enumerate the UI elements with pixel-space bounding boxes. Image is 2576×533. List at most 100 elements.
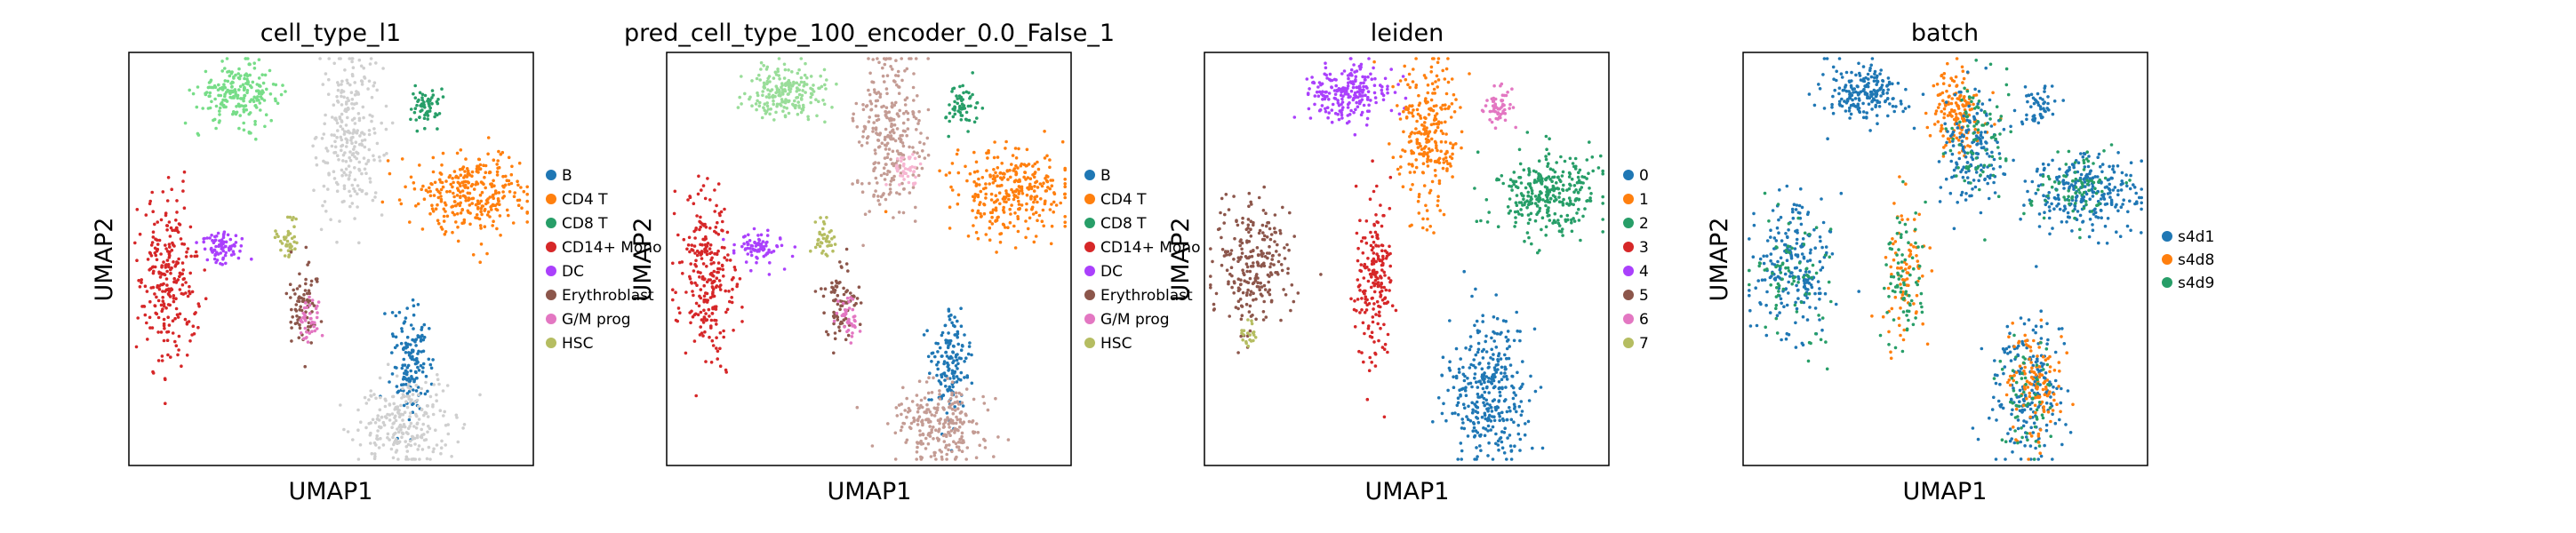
scatter-point <box>921 433 925 437</box>
scatter-point <box>525 220 529 224</box>
scatter-point <box>1324 66 1328 70</box>
scatter-point <box>1372 302 1376 306</box>
scatter-point <box>701 262 706 266</box>
scatter-point <box>1063 225 1067 228</box>
scatter-point <box>412 110 417 115</box>
scatter-point <box>424 374 428 378</box>
scatter-point <box>817 99 820 104</box>
scatter-point <box>432 194 436 197</box>
scatter-point <box>678 311 682 315</box>
scatter-point <box>495 163 499 166</box>
scatter-point <box>1357 349 1361 354</box>
scatter-point <box>1501 181 1505 186</box>
scatter-point <box>414 344 418 347</box>
scatter-point <box>1500 93 1505 97</box>
scatter-point <box>1510 188 1514 192</box>
scatter-point <box>248 73 252 77</box>
scatter-point <box>890 122 893 126</box>
scatter-point <box>1464 346 1468 350</box>
scatter-point <box>500 150 505 155</box>
scatter-point <box>1327 91 1332 95</box>
scatter-point <box>1375 184 1379 188</box>
scatter-point <box>397 310 402 314</box>
scatter-point <box>439 451 443 456</box>
scatter-point <box>713 305 716 309</box>
scatter-point <box>142 305 146 308</box>
scatter-point <box>400 431 404 435</box>
scatter-point <box>480 204 484 208</box>
scatter-point <box>290 339 293 343</box>
scatter-point <box>881 74 885 78</box>
legend-marker <box>546 170 556 180</box>
scatter-point <box>173 264 177 268</box>
scatter-point <box>775 86 780 91</box>
scatter-point <box>1230 285 1234 290</box>
scatter-point <box>775 104 779 108</box>
scatter-point <box>239 74 243 78</box>
scatter-point <box>1572 184 1577 187</box>
scatter-point <box>1371 235 1374 239</box>
scatter-point <box>208 94 212 98</box>
scatter-point <box>396 344 399 347</box>
scatter-point <box>1399 155 1403 159</box>
scatter-point <box>159 303 164 307</box>
scatter-point <box>1014 171 1019 175</box>
scatter-point <box>177 222 181 226</box>
scatter-point <box>885 135 890 139</box>
scatter-point <box>895 191 899 195</box>
scatter-point <box>1559 214 1564 219</box>
scatter-point <box>1236 289 1241 293</box>
scatter-point <box>405 449 410 453</box>
scatter-point <box>711 344 716 347</box>
scatter-point <box>164 402 167 406</box>
scatter-point <box>889 179 893 183</box>
scatter-point <box>1018 179 1021 183</box>
scatter-point <box>1384 257 1388 260</box>
scatter-point <box>484 171 488 174</box>
scatter-point <box>1010 203 1013 207</box>
scatter-point <box>1553 187 1557 191</box>
scatter-point <box>428 106 433 110</box>
scatter-point <box>1033 171 1037 174</box>
scatter-point <box>828 243 831 248</box>
scatter-point <box>341 90 346 93</box>
scatter-point <box>184 255 188 259</box>
scatter-point <box>1340 90 1343 94</box>
legend-item: Erythroblast <box>1084 287 1193 305</box>
scatter-point <box>164 277 169 281</box>
scatter-point <box>1518 330 1522 333</box>
scatter-point <box>428 426 432 431</box>
scatter-point <box>409 355 412 360</box>
scatter-point <box>984 186 988 190</box>
scatter-point <box>148 251 152 255</box>
scatter-point <box>861 107 866 112</box>
scatter-point <box>286 229 291 234</box>
scatter-point <box>242 128 246 132</box>
scatter-point <box>1503 118 1508 123</box>
scatter-point <box>873 148 877 152</box>
scatter-point <box>1433 114 1437 118</box>
scatter-point <box>176 315 180 319</box>
scatter-point <box>803 73 807 77</box>
scatter-point <box>1415 107 1420 112</box>
scatter-point <box>1353 70 1356 74</box>
scatter-point <box>1526 221 1531 226</box>
scatter-point <box>888 183 892 187</box>
scatter-point <box>747 243 750 246</box>
scatter-point <box>177 348 180 352</box>
scatter-point <box>345 100 348 104</box>
scatter-point <box>236 72 241 76</box>
scatter-point <box>1260 285 1264 289</box>
scatter-point <box>1063 166 1067 171</box>
scatter-point <box>1010 187 1013 192</box>
scatter-point <box>1346 106 1350 109</box>
scatter-point <box>875 131 878 135</box>
scatter-point <box>707 278 711 282</box>
scatter-point <box>335 240 339 244</box>
scatter-point <box>926 153 931 157</box>
scatter-point <box>738 277 742 281</box>
scatter-point <box>877 60 881 65</box>
scatter-point <box>732 251 736 255</box>
scatter-point <box>417 393 420 397</box>
scatter-point <box>1572 217 1575 220</box>
